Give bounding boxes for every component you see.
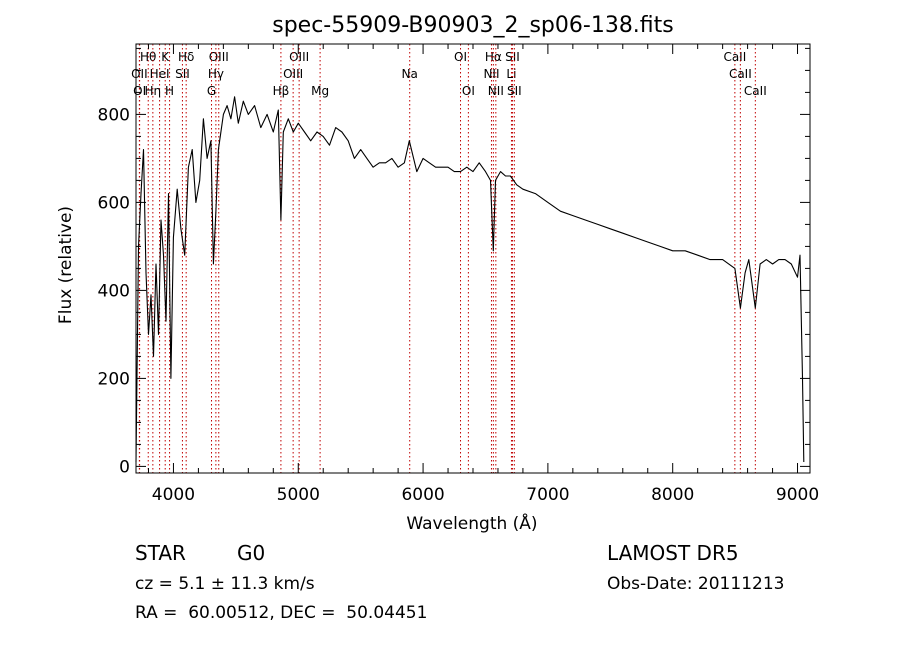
line-label-9: OII: [131, 67, 148, 81]
line-label-6: Hα: [485, 50, 502, 64]
y-tick-label-3: 600: [98, 193, 130, 213]
line-label-20: H: [165, 84, 174, 98]
line-label-11: SII: [175, 67, 190, 81]
line-label-16: Li: [506, 67, 516, 81]
chart-title: spec-55909-B90903_2_sp06-138.fits: [272, 13, 674, 38]
spectrum-chart: spec-55909-B90903_2_sp06-138.fits Hθ K Hδ O…: [56, 13, 819, 534]
line-label-2: Hδ: [178, 50, 194, 64]
object-class: STAR: [135, 541, 186, 565]
line-label-15: NII: [483, 67, 499, 81]
line-label-19: Hη: [145, 84, 162, 98]
line-label-26: SII: [507, 84, 522, 98]
x-tick-label-1: 5000: [277, 485, 320, 505]
y-axis-label: Flux (relative): [56, 206, 76, 324]
x-axis-label: Wavelength (Å): [406, 512, 537, 534]
line-label-0: Hθ: [140, 50, 156, 64]
survey-name: LAMOST DR5: [607, 541, 739, 565]
line-label-23: Mg: [311, 84, 329, 98]
line-label-24: OI: [462, 84, 475, 98]
spectrum-line-0: [135, 96, 805, 463]
line-label-22: Hβ: [273, 84, 290, 98]
line-label-1: K: [161, 50, 170, 64]
line-label-4: OIII: [289, 50, 309, 64]
y-tick-label-0: 0: [119, 457, 130, 477]
line-label-5: OI: [454, 50, 467, 64]
line-label-13: OIII: [283, 67, 303, 81]
x-tick-label-0: 4000: [152, 485, 195, 505]
plot-frame: [135, 43, 811, 474]
y-tick-label-2: 400: [98, 281, 130, 301]
x-tick-label-5: 9000: [776, 485, 819, 505]
line-label-8: CaII: [723, 50, 746, 64]
line-label-10: HeI: [150, 67, 170, 81]
line-label-21: G: [207, 84, 216, 98]
x-tick-label-2: 6000: [401, 485, 444, 505]
line-label-17: CaII: [729, 67, 752, 81]
y-tick-label-4: 800: [98, 105, 130, 125]
line-label-25: NII: [488, 84, 504, 98]
line-label-7: SII: [505, 50, 520, 64]
line-label-27: CaII: [744, 84, 767, 98]
obs-date: Obs-Date: 20111213: [607, 574, 785, 594]
line-label-3: OIII: [209, 50, 229, 64]
line-label-14: Na: [402, 67, 418, 81]
y-tick-label-1: 200: [98, 369, 130, 389]
x-tick-label-3: 7000: [526, 485, 569, 505]
line-label-12: Hγ: [208, 67, 224, 81]
x-tick-label-4: 8000: [651, 485, 694, 505]
subclass: G0: [237, 541, 266, 565]
coordinates: RA = 60.00512, DEC = 50.04451: [135, 603, 428, 623]
redshift-value: cz = 5.1 ± 11.3 km/s: [135, 574, 315, 594]
